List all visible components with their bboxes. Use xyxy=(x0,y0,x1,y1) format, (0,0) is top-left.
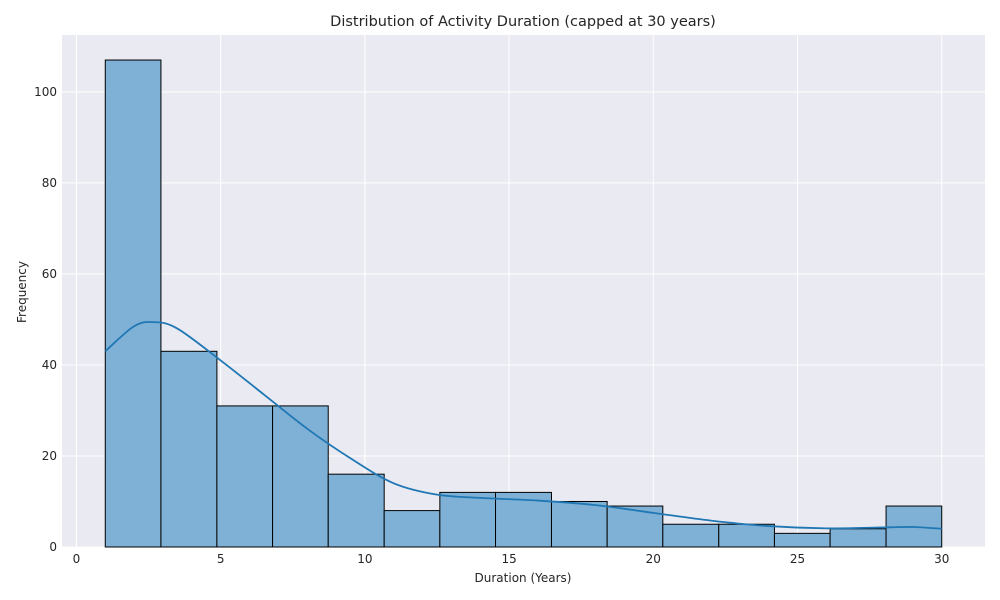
tick-labels: 0 5 10 15 20 25 30 0 20 40 60 80 100 xyxy=(34,85,949,566)
histogram-bar xyxy=(439,491,497,548)
x-tick-label: 10 xyxy=(357,552,372,566)
histogram-bar xyxy=(160,350,218,548)
x-axis-label: Duration (Years) xyxy=(475,571,572,585)
y-tick-label: 40 xyxy=(42,358,57,372)
histogram-bar xyxy=(662,523,720,548)
y-tick-label: 80 xyxy=(42,176,57,190)
y-tick-label: 0 xyxy=(49,540,57,554)
y-tick-label: 20 xyxy=(42,449,57,463)
x-tick-label: 30 xyxy=(934,552,949,566)
y-tick-label: 60 xyxy=(42,267,57,281)
y-axis-label: Frequency xyxy=(15,261,29,323)
histogram-bar xyxy=(773,532,831,548)
x-tick-label: 15 xyxy=(501,552,516,566)
histogram-bar xyxy=(550,500,608,548)
x-tick-label: 5 xyxy=(217,552,225,566)
kde-line xyxy=(104,321,942,530)
histogram-bar xyxy=(383,510,441,548)
y-tick-label: 100 xyxy=(34,85,57,99)
chart-title: Distribution of Activity Duration (cappe… xyxy=(330,14,716,30)
histogram-bar xyxy=(829,528,887,548)
histogram-bar xyxy=(718,523,775,548)
kde-curve-group xyxy=(104,321,942,530)
histogram-bar xyxy=(327,473,385,548)
x-tick-label: 0 xyxy=(73,552,81,566)
histogram-bars xyxy=(104,59,943,548)
x-tick-label: 25 xyxy=(790,552,805,566)
histogram-bar xyxy=(272,405,329,548)
x-tick-label: 20 xyxy=(646,552,661,566)
histogram-bar xyxy=(104,59,162,548)
histogram-bar xyxy=(216,405,274,548)
